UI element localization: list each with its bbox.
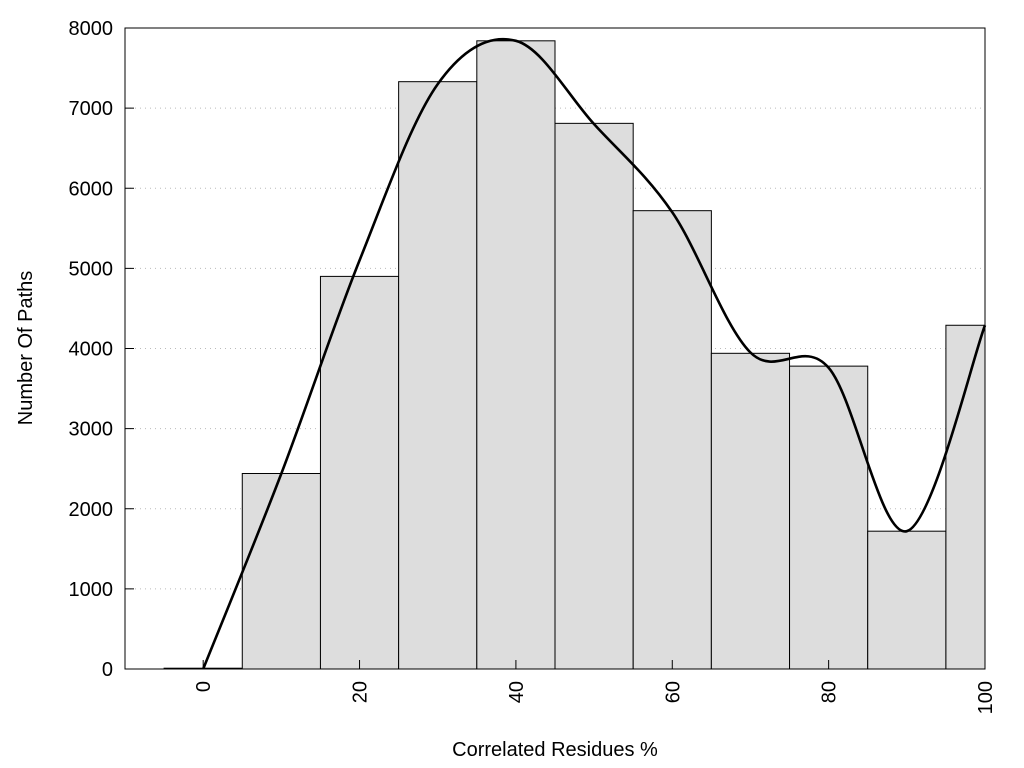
bar-10 [241,472,321,670]
y-tick-label: 4000 [69,339,114,361]
x-tick-label: 40 [506,681,528,703]
y-axis-ticks: 0 1000 2000 3000 4000 5000 6000 7000 8000 [69,18,134,681]
x-tick-label: 80 [819,681,841,703]
y-tick-label: 1000 [69,579,114,601]
y-tick-label: 5000 [69,258,114,280]
bar-70 [710,352,791,670]
x-tick-label: 0 [193,681,215,692]
x-axis-ticks: 0 20 40 60 80 100 [193,660,997,714]
x-tick-label: 20 [350,681,372,703]
smoothed-line [201,37,987,670]
bar-50 [554,122,634,670]
y-tick-label: 2000 [69,499,114,521]
x-tick-label: 100 [975,681,997,714]
bar-90 [867,530,947,670]
y-tick-label: 7000 [69,98,114,120]
bar-80 [789,365,869,670]
bar-30 [398,81,478,670]
x-axis-label: Correlated Residues % [452,739,658,761]
y-axis-label: Number Of Paths [15,271,37,426]
y-tick-label: 3000 [69,419,114,441]
bar-20 [319,275,400,670]
bar-100 [945,324,986,670]
x-tick-label: 60 [662,681,684,703]
bar-60 [632,210,712,670]
bars [163,40,986,670]
y-tick-label: 6000 [69,178,114,200]
y-tick-label: 8000 [69,18,114,40]
y-tick-label: 0 [102,659,113,681]
bar-40 [476,40,556,670]
